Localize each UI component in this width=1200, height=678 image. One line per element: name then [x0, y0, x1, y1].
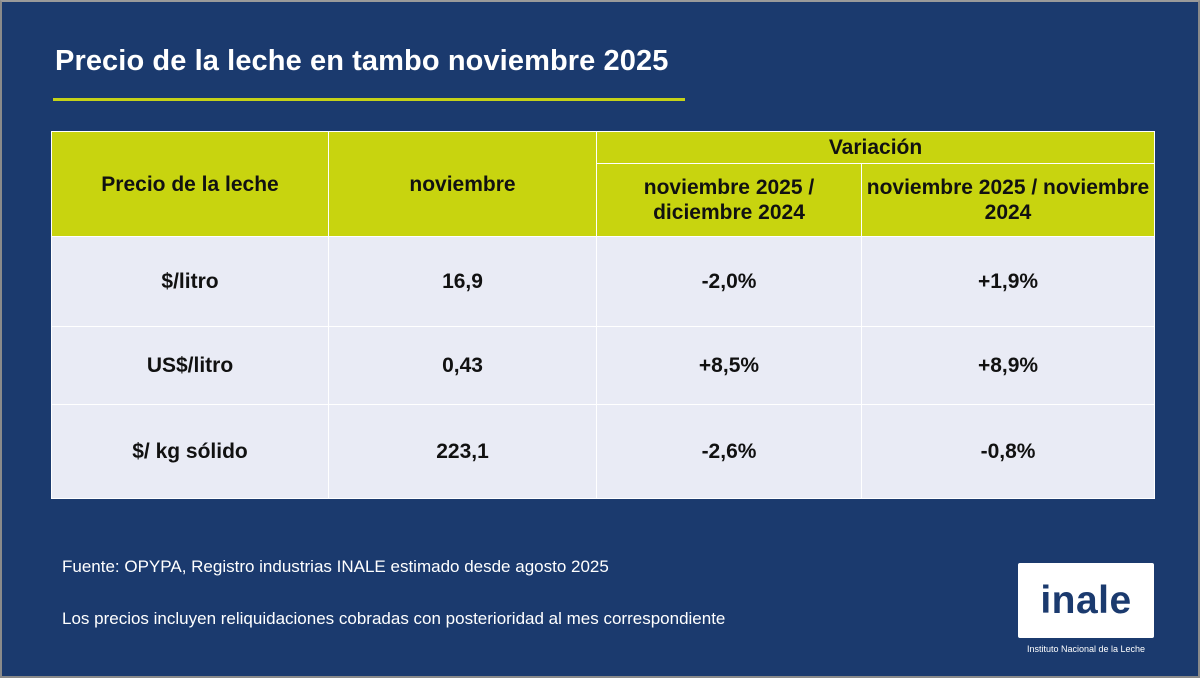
table-row: US$/litro 0,43 +8,5% +8,9% — [51, 326, 1156, 405]
inale-logo: inale — [1018, 563, 1154, 638]
disclaimer-note: Los precios incluyen reliquidaciones cob… — [62, 609, 726, 628]
row-variation-2: -0,8% — [860, 404, 1156, 499]
price-table: Precio de la leche noviembre Variación n… — [51, 131, 1156, 499]
source-note: Fuente: OPYPA, Registro industrias INALE… — [62, 557, 609, 576]
row-variation-2: +8,9% — [860, 326, 1156, 405]
table-row: $/litro 16,9 -2,0% +1,9% — [51, 236, 1156, 327]
header-variation-vs-previous-year: noviembre 2025 / noviembre 2024 — [860, 163, 1156, 237]
header-variation: Variación — [595, 131, 1156, 164]
logo-text: inale — [1040, 578, 1132, 622]
header-variation-vs-previous-month: noviembre 2025 / diciembre 2024 — [596, 163, 862, 237]
row-variation-1: -2,0% — [596, 236, 862, 327]
header-price-label: Precio de la leche — [51, 131, 329, 237]
row-variation-1: -2,6% — [596, 404, 862, 499]
row-label: $/ kg sólido — [51, 404, 329, 499]
row-label: US$/litro — [51, 326, 329, 405]
page-title: Precio de la leche en tambo noviembre 20… — [55, 45, 669, 77]
row-value: 223,1 — [328, 404, 597, 499]
header-month: noviembre — [328, 131, 597, 237]
row-value: 16,9 — [328, 236, 597, 327]
row-variation-2: +1,9% — [860, 236, 1156, 327]
title-underline — [53, 98, 685, 101]
row-label: $/litro — [51, 236, 329, 327]
row-value: 0,43 — [328, 326, 597, 405]
table-row: $/ kg sólido 223,1 -2,6% -0,8% — [51, 404, 1156, 499]
row-variation-1: +8,5% — [596, 326, 862, 405]
logo-caption: Instituto Nacional de la Leche — [1026, 644, 1146, 654]
